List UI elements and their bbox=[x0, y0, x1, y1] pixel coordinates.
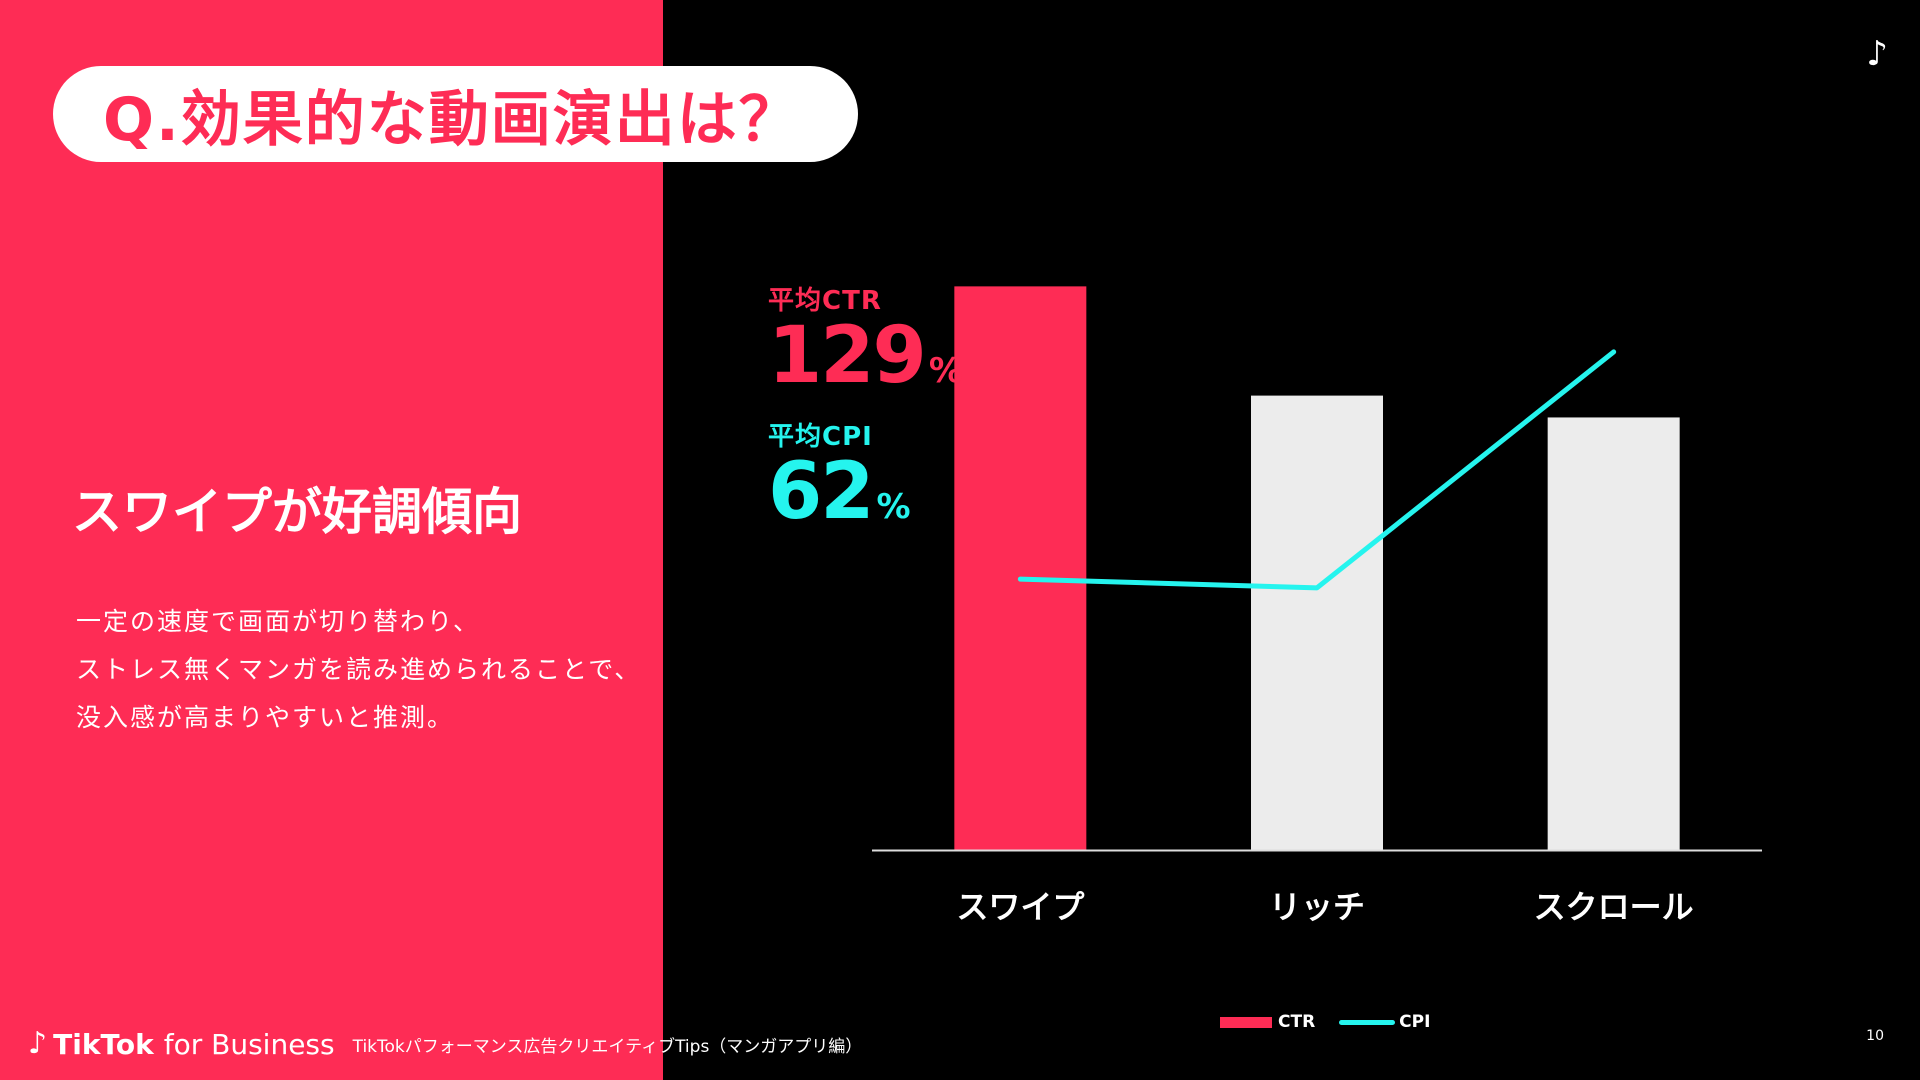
legend-swatch-ctr bbox=[1220, 1016, 1272, 1028]
stat-ctr-value: 129 bbox=[768, 311, 927, 401]
bar-1 bbox=[954, 286, 1087, 850]
body-line: 一定の速度で画面が切り替わり、 bbox=[76, 607, 481, 636]
footer: ♪ TikTok for Business TikTokパフォーマンス広告クリエ… bbox=[28, 1026, 862, 1061]
bar-3 bbox=[1547, 417, 1680, 850]
brand-name: TikTok bbox=[53, 1028, 154, 1061]
left-panel bbox=[0, 0, 663, 1080]
tiktok-logo-icon: ♪ bbox=[28, 1026, 48, 1061]
legend-label-cpi: CPI bbox=[1399, 1012, 1431, 1032]
category-label: スワイプ bbox=[956, 888, 1085, 926]
chart-legend: CTR CPI bbox=[1220, 1012, 1430, 1032]
brand-suffix: for Business bbox=[163, 1028, 335, 1061]
legend-swatch-cpi bbox=[1339, 1019, 1396, 1025]
headline: スワイプが好調傾向 bbox=[72, 483, 522, 541]
footer-subtitle: TikTokパフォーマンス広告クリエイティブTips（マンガアプリ編） bbox=[352, 1037, 863, 1057]
body-text: 一定の速度で画面が切り替わり、 ストレス無くマンガを読み進められることで、 没入… bbox=[76, 598, 641, 742]
bar-2 bbox=[1251, 395, 1383, 850]
title-pill: Q.効果的な動画演出は？ bbox=[53, 66, 858, 162]
body-line: 没入感が高まりやすいと推測。 bbox=[76, 703, 455, 732]
stat-ctr-unit: % bbox=[928, 351, 963, 391]
page-title: Q.効果的な動画演出は？ bbox=[103, 84, 801, 155]
stat-cpi-unit: % bbox=[876, 487, 911, 527]
stat-cpi-label: 平均CPI bbox=[768, 422, 873, 452]
page-number: 10 bbox=[1866, 1028, 1884, 1044]
legend-label-ctr: CTR bbox=[1278, 1012, 1316, 1032]
stat-cpi-value: 62 bbox=[768, 447, 875, 537]
category-label: スクロール bbox=[1534, 888, 1694, 926]
body-line: ストレス無くマンガを読み進められることで、 bbox=[76, 655, 642, 684]
stat-ctr-label: 平均CTR bbox=[768, 286, 882, 316]
tiktok-note-icon: ♪ bbox=[1866, 34, 1888, 74]
stat-cpi: 平均CPI 62% bbox=[768, 416, 911, 531]
category-label: リッチ bbox=[1269, 888, 1365, 926]
stat-ctr: 平均CTR 129% bbox=[768, 280, 963, 395]
cpi-line bbox=[1017, 349, 1617, 591]
